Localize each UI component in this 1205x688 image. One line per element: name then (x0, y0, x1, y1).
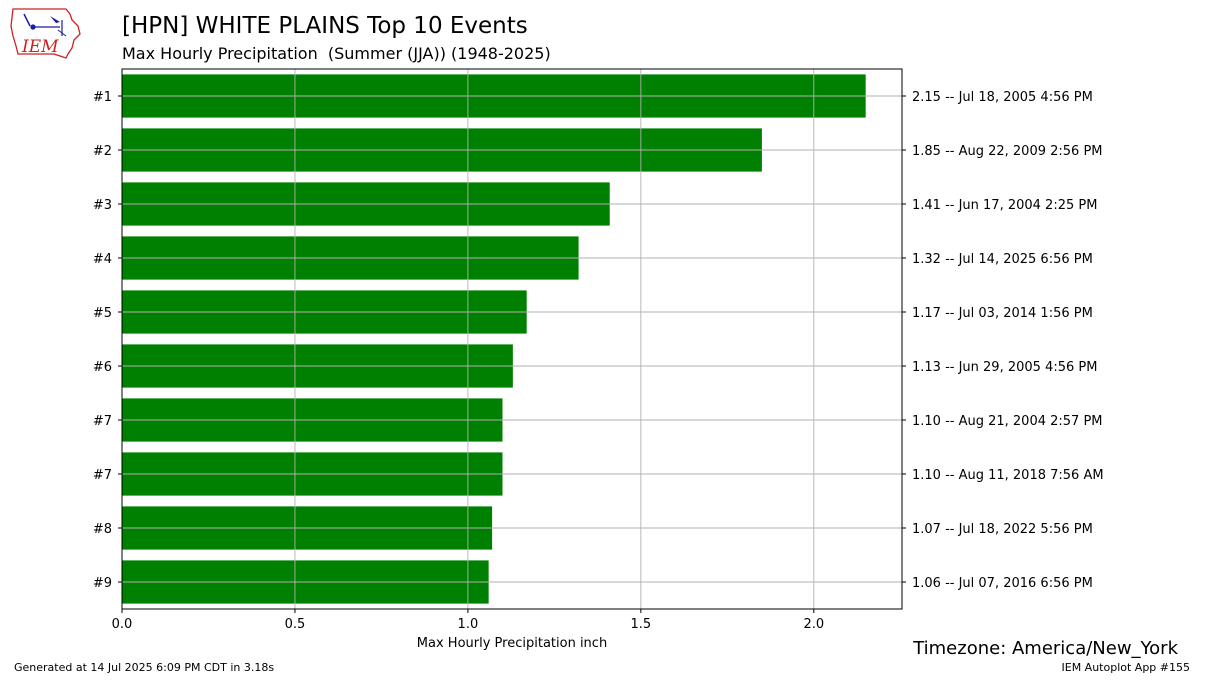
y-tick-label: #5 (93, 306, 112, 321)
y-tick-label: #8 (93, 522, 112, 537)
y-tick-label: #9 (93, 576, 112, 591)
right-event-label: 1.17 -- Jul 03, 2014 1:56 PM (912, 306, 1093, 321)
right-event-label: 1.07 -- Jul 18, 2022 5:56 PM (912, 522, 1093, 537)
timezone-label: Timezone: America/New_York (913, 638, 1178, 659)
right-event-label: 1.85 -- Aug 22, 2009 2:56 PM (912, 144, 1103, 159)
y-tick-label: #2 (93, 144, 112, 159)
x-tick-label: 0.5 (285, 617, 306, 632)
right-event-label: 1.32 -- Jul 14, 2025 6:56 PM (912, 252, 1093, 267)
y-tick-label: #1 (93, 90, 112, 105)
chart-title: [HPN] WHITE PLAINS Top 10 Events (122, 13, 528, 39)
y-tick-label: #7 (93, 414, 112, 429)
right-event-label: 1.06 -- Jul 07, 2016 6:56 PM (912, 576, 1093, 591)
x-tick-label: 1.5 (631, 617, 652, 632)
y-tick-label: #6 (93, 360, 112, 375)
x-axis-label: Max Hourly Precipitation inch (416, 636, 608, 651)
plot-frame (121, 68, 903, 610)
app-id-label: IEM Autoplot App #155 (1061, 661, 1191, 674)
y-tick-label: #7 (93, 468, 112, 483)
chart-subtitle: Max Hourly Precipitation (Summer (JJA)) … (122, 44, 551, 63)
right-event-label: 2.15 -- Jul 18, 2005 4:56 PM (912, 90, 1093, 105)
iem-logo: IEM (10, 6, 82, 60)
y-tick-label: #3 (93, 198, 112, 213)
x-tick-label: 1.0 (458, 617, 479, 632)
x-tick-label: 2.0 (803, 617, 824, 632)
right-event-label: 1.10 -- Aug 11, 2018 7:56 AM (912, 468, 1104, 483)
right-event-label: 1.41 -- Jun 17, 2004 2:25 PM (912, 198, 1097, 213)
logo-text: IEM (21, 37, 59, 57)
right-event-label: 1.10 -- Aug 21, 2004 2:57 PM (912, 414, 1103, 429)
generated-timestamp: Generated at 14 Jul 2025 6:09 PM CDT in … (14, 661, 275, 674)
iowa-map-weather-icon: IEM (10, 8, 81, 59)
x-tick-label: 0.0 (112, 617, 133, 632)
y-tick-label: #4 (93, 252, 112, 267)
right-event-label: 1.13 -- Jun 29, 2005 4:56 PM (912, 360, 1097, 375)
